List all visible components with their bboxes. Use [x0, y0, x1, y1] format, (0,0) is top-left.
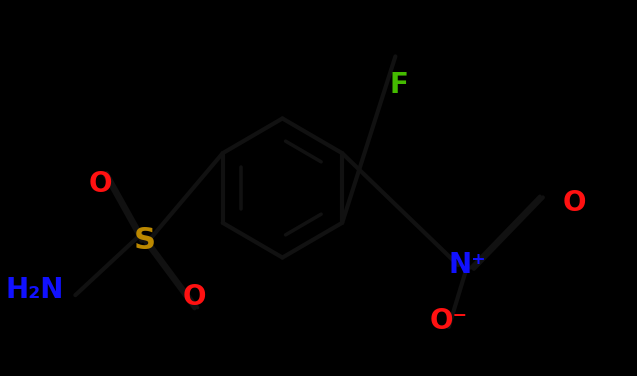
- Text: H₂N: H₂N: [5, 276, 64, 303]
- Text: O: O: [562, 189, 586, 217]
- Text: O: O: [183, 283, 206, 311]
- Text: N⁺: N⁺: [448, 251, 487, 279]
- Text: F: F: [389, 71, 408, 99]
- Text: O: O: [89, 170, 112, 198]
- Text: O⁻: O⁻: [430, 308, 468, 335]
- Text: S: S: [133, 226, 155, 255]
